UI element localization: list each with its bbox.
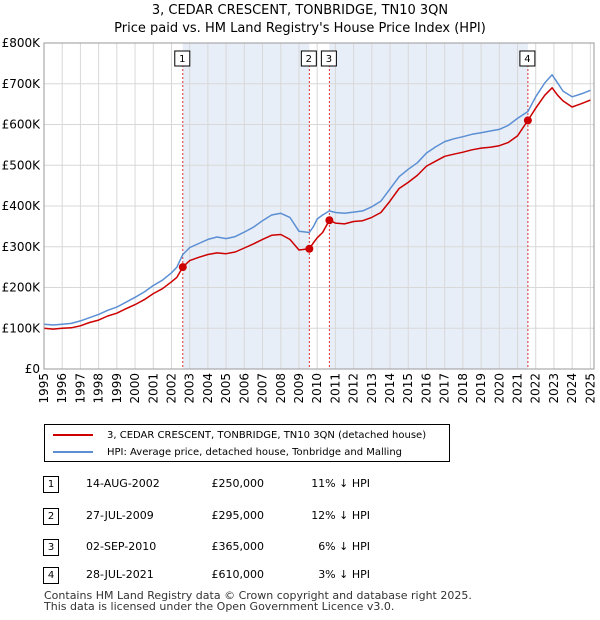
sale-marker-label: 4: [519, 50, 536, 67]
sale-hpi-diff: 6% ↓ HPI: [318, 540, 370, 553]
x-tick-label: 2005: [219, 373, 233, 404]
x-tick-label: 2021: [511, 373, 525, 404]
sale-price: £250,000: [211, 477, 265, 490]
sale-hpi-diff: 12% ↓ HPI: [311, 509, 370, 522]
y-tick-label: £700K: [2, 77, 42, 91]
footer: Contains HM Land Registry data © Crown c…: [44, 590, 472, 612]
sale-marker-number: 3: [326, 54, 332, 65]
y-tick-label: £300K: [2, 240, 42, 254]
x-tick-label: 2017: [438, 373, 452, 404]
x-tick-label: 2003: [183, 373, 197, 404]
sale-date: 14-AUG-2002: [86, 477, 160, 490]
x-tick-label: 2007: [256, 373, 270, 404]
sale-marker-label: 3: [320, 50, 337, 67]
legend-swatch-property: [53, 434, 93, 436]
sale-row: 3 02-SEP-2010 £365,000 6% ↓ HPI: [0, 537, 600, 557]
sale-marker-number: 1: [179, 54, 185, 65]
sale-marker-box: [174, 50, 191, 67]
x-tick-label: 1995: [37, 373, 51, 404]
sale-date: 28-JUL-2021: [86, 568, 154, 581]
y-tick-label: £0: [25, 362, 40, 376]
x-tick-label: 2023: [547, 373, 561, 404]
y-tick-label: £800K: [2, 36, 42, 50]
sale-price: £365,000: [211, 540, 265, 553]
plot-frame: [43, 42, 595, 370]
x-tick-label: 2022: [529, 373, 543, 404]
sale-point: [523, 116, 532, 125]
sale-marker-number: 4: [524, 54, 530, 65]
sale-marker-number: 2: [306, 54, 312, 65]
chart-title: 3, CEDAR CRESCENT, TONBRIDGE, TN10 3QN P…: [0, 2, 600, 38]
x-tick-label: 1999: [110, 373, 124, 404]
x-tick-label: 2016: [419, 373, 433, 404]
sale-hpi-diff: 3% ↓ HPI: [318, 568, 370, 581]
sale-number-badge: 1: [43, 476, 59, 493]
legend-label-hpi: HPI: Average price, detached house, Tonb…: [107, 446, 403, 458]
sale-price: £610,000: [211, 568, 265, 581]
x-tick-label: 2019: [474, 373, 488, 404]
sale-number-badge: 2: [43, 508, 59, 525]
x-tick-label: 2025: [583, 373, 597, 404]
legend-item-property: 3, CEDAR CRESCENT, TONBRIDGE, TN10 3QN (…: [53, 427, 426, 443]
x-tick-label: 2004: [201, 373, 215, 404]
sale-row: 2 27-JUL-2009 £295,000 12% ↓ HPI: [0, 506, 600, 526]
x-tick-label: 2011: [328, 373, 342, 404]
sale-date: 02-SEP-2010: [86, 540, 157, 553]
y-tick-label: £600K: [2, 118, 42, 132]
sale-hpi-diff: 11% ↓ HPI: [311, 477, 370, 490]
sale-marker-box: [320, 50, 337, 67]
sale-point: [325, 216, 334, 225]
sale-row: 1 14-AUG-2002 £250,000 11% ↓ HPI: [0, 474, 600, 494]
title-line-2: Price paid vs. HM Land Registry's House …: [114, 21, 486, 36]
legend-label-property: 3, CEDAR CRESCENT, TONBRIDGE, TN10 3QN (…: [107, 429, 427, 441]
sale-point: [305, 244, 314, 253]
sale-row: 4 28-JUL-2021 £610,000 3% ↓ HPI: [0, 565, 600, 585]
x-tick-label: 2013: [365, 373, 379, 404]
x-tick-label: 1997: [73, 373, 87, 404]
x-tick-label: 1998: [92, 373, 106, 404]
sale-marker-box: [300, 50, 317, 67]
x-tick-label: 2002: [164, 373, 178, 404]
sale-number-badge: 3: [43, 539, 59, 556]
x-tick-label: 2009: [292, 373, 306, 404]
series-line-property: [43, 87, 591, 330]
sale-price: £295,000: [211, 509, 265, 522]
y-tick-label: £400K: [2, 199, 42, 213]
y-tick-label: £500K: [2, 158, 42, 172]
x-tick-label: 1996: [55, 373, 69, 404]
footer-copyright: Contains HM Land Registry data © Crown c…: [44, 589, 472, 602]
x-tick-label: 2010: [310, 373, 324, 404]
series-line-hpi: [43, 74, 591, 326]
x-tick-label: 2001: [146, 373, 160, 404]
x-tick-label: 2024: [565, 373, 579, 404]
sale-marker-label: 2: [300, 50, 317, 67]
price-chart: 1 2 3 4 £0 £100K £200K £300K £400K £500K £600K £700…: [2, 36, 598, 404]
x-tick-label: 2012: [347, 373, 361, 404]
legend-item-hpi: HPI: Average price, detached house, Tonb…: [53, 444, 402, 460]
x-tick-label: 2020: [492, 373, 506, 404]
sale-number-badge: 4: [43, 567, 59, 584]
title-line-1: 3, CEDAR CRESCENT, TONBRIDGE, TN10 3QN: [151, 3, 449, 18]
x-tick-label: 2018: [456, 373, 470, 404]
y-tick-label: £100K: [2, 321, 42, 335]
legend-swatch-hpi: [53, 451, 93, 453]
y-tick-label: £200K: [2, 281, 42, 295]
x-tick-label: 2015: [401, 373, 415, 404]
x-tick-label: 2000: [128, 373, 142, 404]
sale-marker-label: 1: [174, 50, 191, 67]
x-tick-label: 2006: [237, 373, 251, 404]
x-tick-label: 2014: [383, 373, 397, 404]
sale-marker-box: [519, 50, 536, 67]
footer-licence: This data is licensed under the Open Gov…: [44, 600, 395, 613]
x-tick-label: 2008: [274, 373, 288, 404]
sale-date: 27-JUL-2009: [86, 509, 154, 522]
legend: 3, CEDAR CRESCENT, TONBRIDGE, TN10 3QN (…: [44, 424, 450, 462]
sale-point: [178, 263, 187, 272]
